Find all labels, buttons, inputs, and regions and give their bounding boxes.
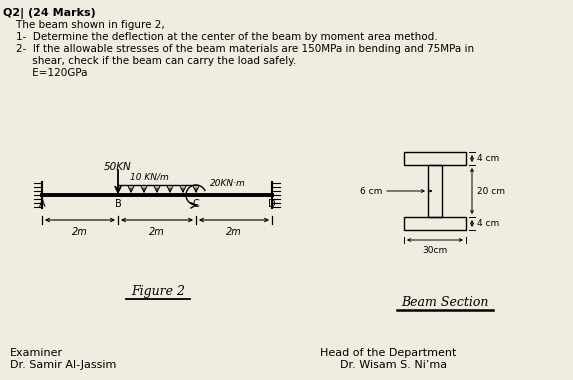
Text: 2m: 2m [149,227,165,237]
Text: 2m: 2m [72,227,88,237]
Text: D: D [268,199,276,209]
Text: Dr. Samir Al-Jassim: Dr. Samir Al-Jassim [10,360,116,370]
Text: C: C [193,199,199,209]
Text: B: B [115,199,121,209]
Text: The beam shown in figure 2,: The beam shown in figure 2, [3,20,165,30]
Text: 20KN·m: 20KN·m [210,179,246,188]
Text: 10 KN/m: 10 KN/m [129,173,168,182]
Text: 30cm: 30cm [422,246,448,255]
Text: shear, check if the beam can carry the load safely.: shear, check if the beam can carry the l… [3,56,296,66]
Bar [404,152,466,165]
Text: Head of the Department: Head of the Department [320,348,456,358]
Text: 2m: 2m [226,227,242,237]
Text: 4 cm: 4 cm [477,219,499,228]
Bar [404,217,466,230]
Bar [428,165,442,217]
Text: 2-  If the allowable stresses of the beam materials are 150MPa in bending and 75: 2- If the allowable stresses of the beam… [3,44,474,54]
Text: Dr. Wisam S. Ni’ma: Dr. Wisam S. Ni’ma [340,360,447,370]
Text: Beam Section: Beam Section [401,296,489,309]
Text: E=120GPa: E=120GPa [3,68,88,78]
Text: 6 cm: 6 cm [360,187,382,195]
Text: 20 cm: 20 cm [477,187,505,195]
Text: Q2| (24 Marks): Q2| (24 Marks) [3,8,96,19]
Text: 50KN: 50KN [104,162,132,172]
Text: Examiner: Examiner [10,348,63,358]
Text: 4 cm: 4 cm [477,154,499,163]
Text: A: A [39,199,45,209]
Text: 1-  Determine the deflection at the center of the beam by moment area method.: 1- Determine the deflection at the cente… [3,32,438,42]
Text: Figure 2: Figure 2 [131,285,185,298]
